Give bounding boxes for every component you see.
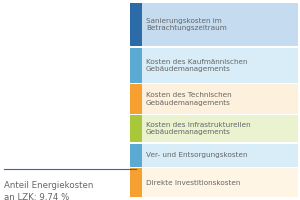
Text: Sanierungskosten im
Betrachtungszeitraum: Sanierungskosten im Betrachtungszeitraum — [146, 18, 227, 31]
Text: Kosten des Kaufmännischen
Gebäudemanagements: Kosten des Kaufmännischen Gebäudemanagem… — [146, 59, 248, 72]
Bar — [142, 144, 298, 167]
Text: Anteil Energiekosten
an LZK: 9,74 %: Anteil Energiekosten an LZK: 9,74 % — [4, 181, 93, 200]
Bar — [130, 115, 142, 142]
Bar — [130, 48, 142, 83]
Bar — [142, 115, 298, 142]
Bar — [130, 144, 142, 167]
Bar — [130, 3, 142, 46]
Bar — [142, 168, 298, 197]
Bar — [142, 48, 298, 83]
Bar — [130, 168, 142, 197]
Text: Ver- und Entsorgungskosten: Ver- und Entsorgungskosten — [146, 152, 248, 158]
Bar — [142, 3, 298, 46]
Text: Kosten des Infrastrukturellen
Gebäudemanagements: Kosten des Infrastrukturellen Gebäudeman… — [146, 122, 250, 135]
Text: Direkte Investitionskosten: Direkte Investitionskosten — [146, 180, 240, 186]
Bar — [142, 84, 298, 114]
Bar — [130, 84, 142, 114]
Text: Kosten des Technischen
Gebäudemanagements: Kosten des Technischen Gebäudemanagement… — [146, 92, 232, 106]
